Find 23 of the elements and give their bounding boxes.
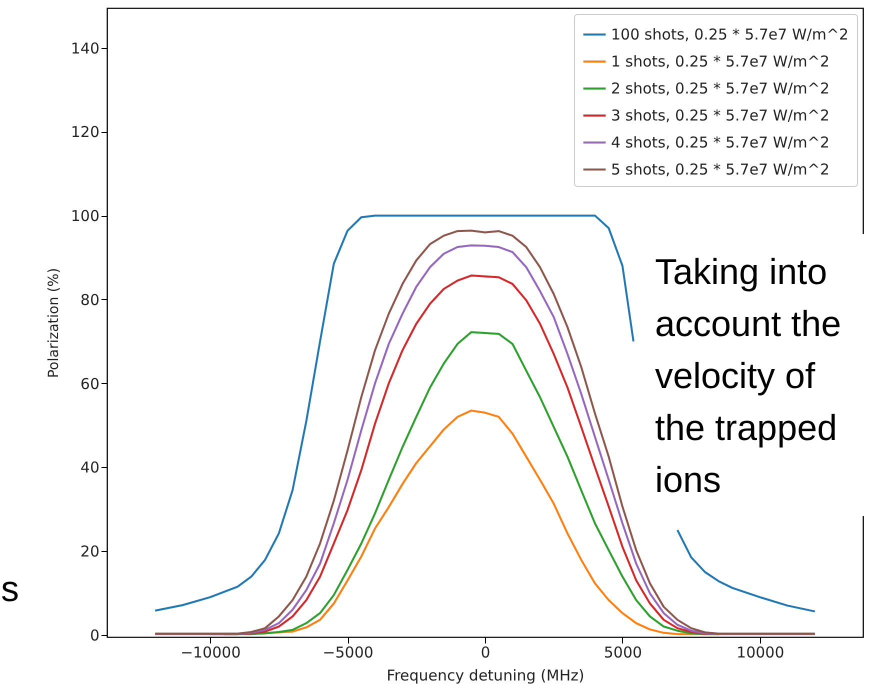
y-tick-label: 80 bbox=[80, 290, 100, 309]
y-tick-label: 0 bbox=[90, 626, 100, 644]
legend-label: 5 shots, 0.25 * 5.7e7 W/m^2 bbox=[611, 160, 830, 178]
x-tick-label: −5000 bbox=[322, 644, 374, 662]
x-tick-label: −10000 bbox=[180, 644, 241, 662]
x-axis-title: Frequency detuning (MHz) bbox=[386, 666, 584, 684]
legend-label: 100 shots, 0.25 * 5.7e7 W/m^2 bbox=[611, 26, 849, 44]
y-tick-label: 140 bbox=[70, 39, 100, 58]
y-tick-label: 60 bbox=[80, 374, 100, 393]
y-tick-label: 100 bbox=[70, 207, 100, 226]
legend-label: 1 shots, 0.25 * 5.7e7 W/m^2 bbox=[611, 52, 830, 70]
annotation: Taking into account the velocity of the trapped ions bbox=[655, 251, 842, 500]
x-tick-label: 5000 bbox=[604, 644, 642, 662]
y-tick-label: 20 bbox=[80, 542, 100, 561]
x-tick-label: 0 bbox=[480, 644, 490, 662]
y-tick-label: 120 bbox=[70, 123, 100, 142]
legend-label: 3 shots, 0.25 * 5.7e7 W/m^2 bbox=[611, 106, 830, 124]
y-tick-label: 40 bbox=[80, 458, 100, 477]
text: s bbox=[1, 568, 19, 609]
legend-label: 4 shots, 0.25 * 5.7e7 W/m^2 bbox=[611, 134, 830, 152]
legend-label: 2 shots, 0.25 * 5.7e7 W/m^2 bbox=[611, 80, 830, 98]
x-tick-label: 10000 bbox=[736, 644, 784, 662]
y-axis-title: Polarization (%) bbox=[46, 268, 62, 378]
